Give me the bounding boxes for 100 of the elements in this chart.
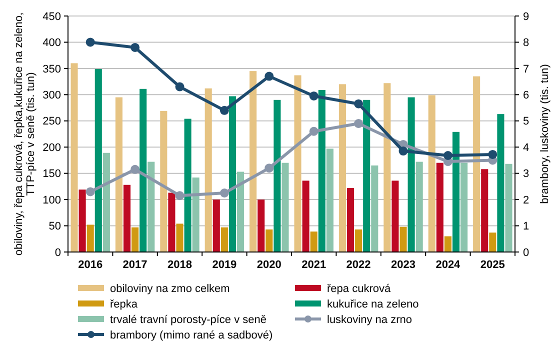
y-tick-label: 250 — [42, 116, 61, 128]
point — [175, 82, 184, 92]
bar — [473, 76, 480, 252]
bar — [436, 162, 444, 252]
point — [309, 91, 318, 100]
x-tick-label: 2019 — [212, 259, 237, 271]
bar — [302, 180, 310, 252]
bar — [428, 95, 436, 252]
y2-tick-label: 3 — [523, 168, 530, 180]
bar — [102, 152, 110, 252]
point — [309, 126, 318, 136]
bar — [274, 100, 281, 252]
y-tick-label: 0 — [54, 246, 61, 259]
bar — [123, 184, 131, 252]
bar — [204, 88, 212, 252]
bar — [326, 148, 334, 252]
x-tick-label: 2016 — [78, 259, 103, 271]
legend-label: řepa cukrová — [327, 282, 392, 295]
point — [264, 72, 274, 81]
x-tick-label: 2017 — [122, 259, 148, 271]
bar — [132, 227, 139, 252]
legend-label: luskoviny na zrno — [327, 314, 412, 326]
y2-tick-label: 7 — [523, 63, 530, 76]
bar — [220, 227, 228, 252]
point — [130, 164, 140, 174]
point — [264, 164, 274, 173]
bar — [400, 226, 407, 252]
bar — [294, 75, 302, 252]
bar — [140, 88, 147, 252]
point — [354, 119, 364, 128]
y-tick-label: 350 — [42, 63, 61, 76]
bar — [237, 172, 244, 252]
bar — [192, 178, 200, 252]
legend-label: obiloviny na zmo celkem — [110, 282, 230, 295]
y-tick-label: 100 — [42, 194, 61, 206]
bar — [86, 224, 94, 252]
y-tick-label: 150 — [42, 168, 61, 180]
legend-label: kukuřice na zeleno — [327, 298, 419, 310]
x-tick-label: 2020 — [256, 259, 282, 271]
bar — [78, 190, 86, 252]
y2-tick-label: 6 — [523, 90, 530, 102]
x-tick-label: 2018 — [168, 259, 192, 271]
x-tick-label: 2021 — [302, 259, 326, 271]
point — [130, 42, 140, 52]
bar — [460, 162, 468, 252]
point — [398, 146, 408, 156]
bar — [184, 118, 192, 252]
y-tick-label: 400 — [42, 37, 61, 50]
bar — [408, 97, 415, 252]
y2-tick-label: 9 — [523, 10, 530, 23]
bar — [392, 180, 399, 252]
point — [220, 188, 229, 198]
point — [443, 151, 452, 160]
bar — [452, 132, 460, 252]
bar — [318, 90, 326, 252]
bar — [160, 110, 168, 252]
y2-tick-label: 5 — [523, 116, 530, 128]
bar — [444, 236, 452, 252]
point — [86, 38, 95, 47]
y-tick-label: 200 — [42, 142, 61, 154]
point — [175, 191, 184, 200]
point — [488, 150, 498, 159]
bar — [148, 162, 155, 252]
legend-label: trvalé travní porosty-píce v seně — [110, 314, 267, 326]
bar — [212, 200, 220, 252]
point — [220, 106, 229, 115]
bar — [282, 162, 289, 252]
bar — [338, 84, 346, 252]
bar — [176, 224, 184, 252]
x-tick-label: 2022 — [346, 259, 371, 271]
bar — [250, 71, 257, 252]
x-tick-label: 2025 — [480, 259, 505, 271]
bar — [481, 169, 488, 252]
bar — [505, 164, 512, 252]
bar — [416, 162, 423, 252]
bar — [168, 192, 176, 252]
bar — [70, 63, 78, 252]
y-tick-label: 300 — [42, 90, 61, 102]
legend-label: řepka — [110, 298, 138, 310]
x-tick-label: 2024 — [436, 259, 462, 271]
bar — [310, 232, 318, 252]
bar — [355, 229, 362, 252]
bar — [346, 188, 354, 252]
bar — [384, 83, 391, 252]
bar — [371, 165, 378, 252]
bar — [489, 232, 496, 252]
y-tick-label: 450 — [42, 10, 61, 23]
bar — [258, 200, 265, 252]
y2-tick-label: 2 — [523, 194, 530, 206]
y-axis-title: obiloviny, řepa cukrová, řepka,kukuřice na zeleno, TTP-píce v seně (tis. tun) — [12, 12, 38, 256]
y-tick-label: 50 — [48, 220, 61, 233]
bar — [363, 100, 370, 252]
bar — [228, 96, 236, 252]
y2-tick-label: 4 — [523, 142, 530, 154]
bar — [94, 68, 102, 252]
point — [354, 99, 364, 108]
bar — [266, 229, 273, 252]
y2-tick-label: 0 — [523, 246, 530, 259]
legend-label: brambory (mimo rané a sadbové) — [110, 329, 273, 341]
y2-tick-label: 8 — [523, 37, 530, 50]
